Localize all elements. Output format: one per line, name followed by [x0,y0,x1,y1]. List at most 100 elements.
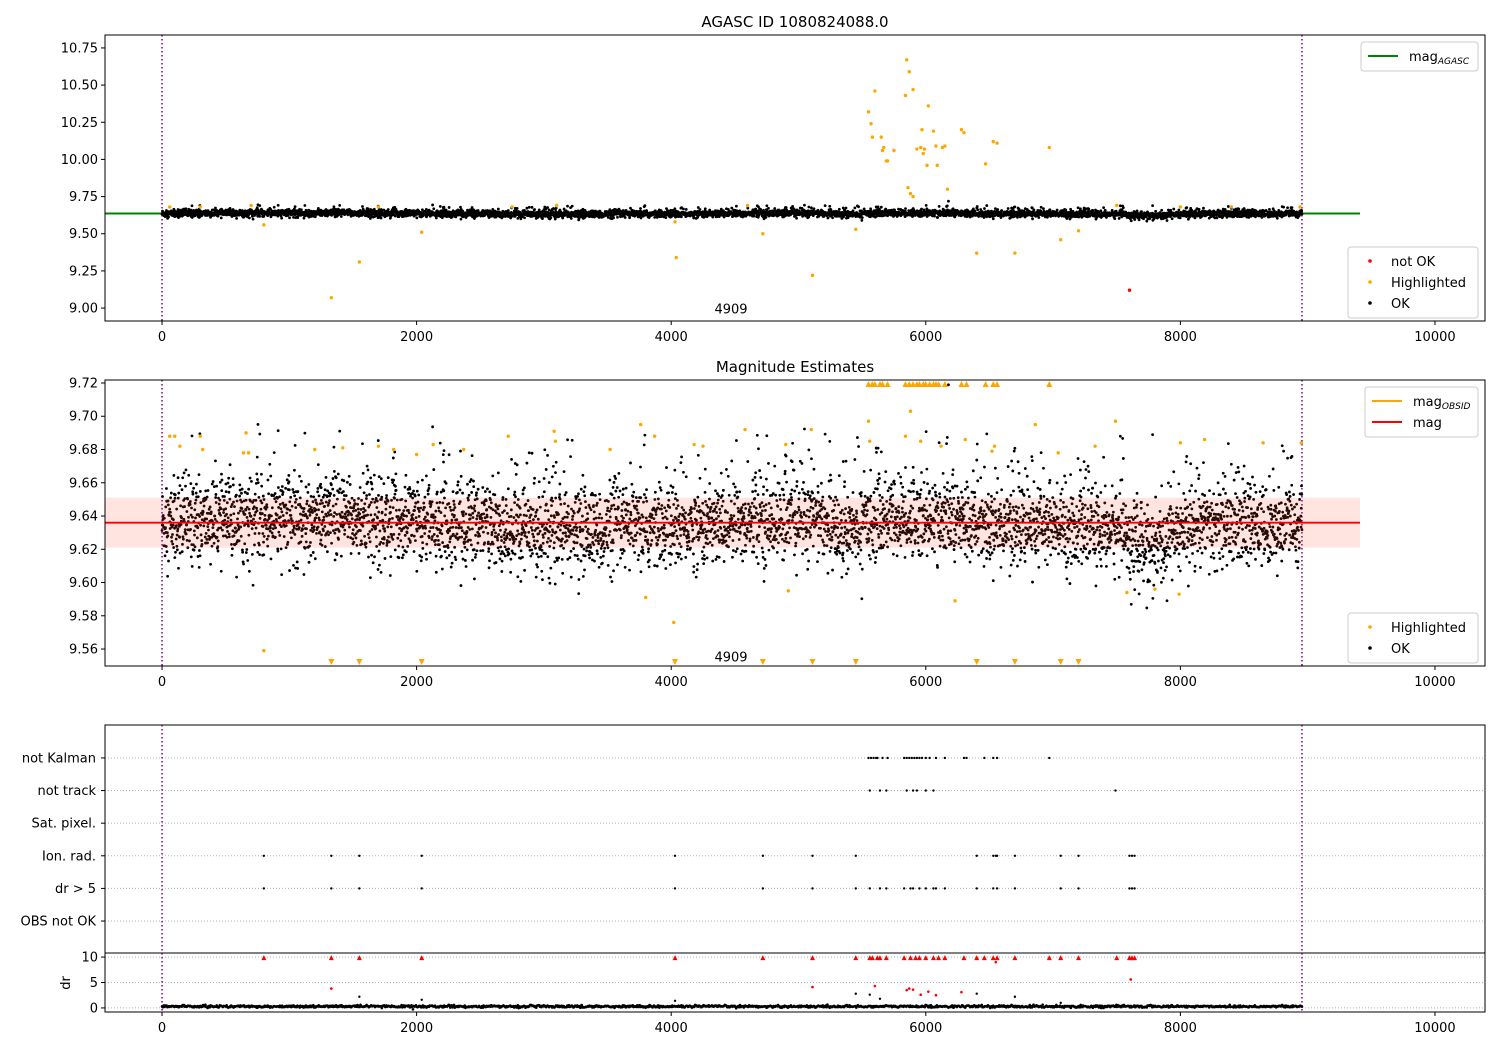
ok-point [248,216,251,219]
ok-point [294,205,297,208]
ok-point [1133,218,1136,221]
plot-area [105,35,1360,321]
highlighted-point [249,204,252,207]
ok-point [451,216,454,219]
ok-point [507,209,510,212]
ok-point [1042,207,1045,210]
y-tick-label: 9.75 [69,190,98,205]
ok-point [1154,210,1157,213]
ok-point [448,206,451,209]
highlighted-point [960,128,963,131]
ok-point [828,205,831,208]
highlighted-point [934,144,937,147]
ok-point [752,215,755,218]
highlighted-point [923,147,926,150]
ok-point [387,208,390,211]
ok-point [185,207,188,210]
ok-point [1179,216,1182,219]
ok-point [983,207,986,210]
ok-point [570,217,573,220]
ok-point [861,216,864,219]
highlighted-point [1077,229,1080,232]
ok-point [1177,209,1180,212]
highlighted-point [922,152,925,155]
ok-point [1151,204,1154,207]
ok-point [813,207,816,210]
ok-point [554,218,557,221]
x-tick-label: 6000 [909,330,942,345]
ok-point [1130,219,1133,222]
highlighted-point [510,205,513,208]
highlighted-point [168,205,171,208]
ok-point [1040,206,1043,209]
ok-point [992,217,995,220]
ok-point [628,216,631,219]
highlighted-point [555,204,558,207]
ok-point [664,216,667,219]
ok-point [653,216,656,219]
highlighted-point [906,186,909,189]
ok-point [639,207,642,210]
ok-point [612,216,615,219]
not-ok-point [1128,289,1131,292]
ok-point [860,219,863,222]
ok-point [764,216,767,219]
ok-point [1138,218,1141,221]
ok-point [191,204,194,207]
ok-point [936,216,939,219]
ok-point [1033,208,1036,211]
ok-point [1087,208,1090,211]
highlighted-point [1059,238,1062,241]
ok-point [1300,210,1303,213]
ok-point [277,204,280,207]
ok-point [1301,213,1304,216]
highlighted-point [882,146,885,149]
ok-point [624,216,627,219]
highlighted-point [908,70,911,73]
highlighted-point [892,149,895,152]
highlighted-point [420,231,423,234]
ok-point [704,207,707,210]
ok-point [1113,217,1116,220]
ok-point [699,208,702,211]
ok-point [831,216,834,219]
x-tick-label: 2000 [400,330,433,345]
ok-point [531,206,534,209]
ok-point [1166,219,1169,222]
ok-point [682,208,685,211]
ok-point [938,205,941,208]
ok-point [1282,206,1285,209]
ok-point [1102,206,1105,209]
ok-point [1185,206,1188,209]
ok-point [523,216,526,219]
ok-point [1198,208,1201,211]
count-annotation: 4909 [714,303,747,318]
ok-point [541,217,544,220]
ok-point [258,204,261,207]
ok-point [460,218,463,221]
ok-point [1276,217,1279,220]
axes-frame [105,35,1485,321]
highlighted-point [869,122,872,125]
highlighted-point [761,232,764,235]
ok-point [432,207,435,210]
y-tick-label: 9.00 [69,302,98,317]
ok-point [566,205,569,208]
ok-point [555,207,558,210]
highlighted-point [377,205,380,208]
x-tick-label: 10000 [1414,330,1455,345]
highlighted-point [854,228,857,231]
highlighted-point [673,220,676,223]
ok-point [1171,217,1174,220]
highlighted-point [927,104,930,107]
ok-point [273,206,276,209]
ok-point [1291,206,1294,209]
chart-title-1: AGASC ID 1080824088.0 [701,13,888,31]
highlighted-point [925,164,928,167]
ok-point [1237,208,1240,211]
ok-point [380,217,383,220]
highlighted-point [905,58,908,61]
highlighted-point [904,94,907,97]
ok-point [807,206,810,209]
